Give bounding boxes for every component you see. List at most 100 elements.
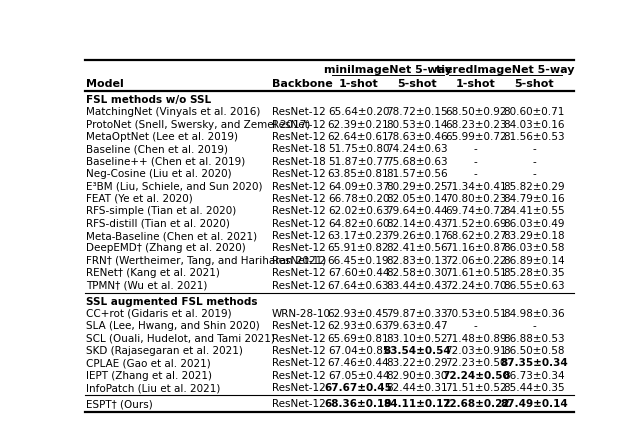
Text: 87.49±0.14: 87.49±0.14 <box>500 399 568 409</box>
Text: 72.23±0.50: 72.23±0.50 <box>445 358 506 368</box>
Text: 82.58±0.30: 82.58±0.30 <box>387 268 448 278</box>
Text: 72.24±0.70: 72.24±0.70 <box>445 280 506 290</box>
Text: ResNet-12: ResNet-12 <box>272 256 326 266</box>
Text: 71.61±0.51: 71.61±0.51 <box>445 268 507 278</box>
Text: 82.05±0.14: 82.05±0.14 <box>387 194 448 204</box>
Text: ResNet-12: ResNet-12 <box>272 371 326 381</box>
Text: 85.28±0.35: 85.28±0.35 <box>504 268 565 278</box>
Text: 86.55±0.63: 86.55±0.63 <box>504 280 565 290</box>
Text: 70.80±0.23: 70.80±0.23 <box>445 194 506 204</box>
Text: ResNet-12: ResNet-12 <box>272 120 326 130</box>
Text: ResNet-12: ResNet-12 <box>272 169 326 179</box>
Text: 84.98±0.36: 84.98±0.36 <box>504 309 565 319</box>
Text: 51.75±0.80: 51.75±0.80 <box>328 145 389 155</box>
Text: ResNet-18: ResNet-18 <box>272 157 326 167</box>
Text: IEPT (Zhang et al. 2021): IEPT (Zhang et al. 2021) <box>86 371 212 381</box>
Text: 64.09±0.37: 64.09±0.37 <box>328 181 389 191</box>
Text: -: - <box>474 169 477 179</box>
Text: WRN-28-10: WRN-28-10 <box>272 309 331 319</box>
Text: 84.11±0.12: 84.11±0.12 <box>383 399 451 409</box>
Text: MetaOptNet (Lee et al. 2019): MetaOptNet (Lee et al. 2019) <box>86 132 239 142</box>
Text: 71.16±0.87: 71.16±0.87 <box>445 243 507 253</box>
Text: 79.26±0.17: 79.26±0.17 <box>387 231 448 241</box>
Text: 51.87±0.77: 51.87±0.77 <box>328 157 389 167</box>
Text: -: - <box>474 157 477 167</box>
Text: SKD (Rajasegaran et al. 2021): SKD (Rajasegaran et al. 2021) <box>86 346 243 356</box>
Text: 63.85±0.81: 63.85±0.81 <box>328 169 389 179</box>
Text: 80.53±0.14: 80.53±0.14 <box>387 120 448 130</box>
Text: 70.53±0.51: 70.53±0.51 <box>445 309 506 319</box>
Text: 82.90±0.30: 82.90±0.30 <box>387 371 448 381</box>
Text: RFS-simple (Tian et al. 2020): RFS-simple (Tian et al. 2020) <box>86 206 237 216</box>
Text: -: - <box>532 169 536 179</box>
Text: 68.36±0.19: 68.36±0.19 <box>325 399 392 409</box>
Text: 5-shot: 5-shot <box>397 79 437 89</box>
Text: 81.56±0.53: 81.56±0.53 <box>504 132 565 142</box>
Text: 78.72±0.15: 78.72±0.15 <box>387 107 448 118</box>
Text: miniImageNet 5-way: miniImageNet 5-way <box>324 65 452 75</box>
Text: Neg-Cosine (Liu et al. 2020): Neg-Cosine (Liu et al. 2020) <box>86 169 232 179</box>
Text: 1-shot: 1-shot <box>339 79 378 89</box>
Text: ESPT† (Ours): ESPT† (Ours) <box>86 399 153 409</box>
Text: 79.87±0.33: 79.87±0.33 <box>387 309 448 319</box>
Text: 85.82±0.29: 85.82±0.29 <box>504 181 565 191</box>
Text: 80.60±0.71: 80.60±0.71 <box>504 107 565 118</box>
Text: 62.64±0.61: 62.64±0.61 <box>328 132 389 142</box>
Text: 67.46±0.44: 67.46±0.44 <box>328 358 389 368</box>
Text: 71.48±0.89: 71.48±0.89 <box>445 334 507 344</box>
Text: 72.03±0.91: 72.03±0.91 <box>445 346 506 356</box>
Text: 67.67±0.45: 67.67±0.45 <box>324 383 392 393</box>
Text: 86.03±0.58: 86.03±0.58 <box>504 243 565 253</box>
Text: 84.79±0.16: 84.79±0.16 <box>504 194 565 204</box>
Text: DeepEMD† (Zhang et al. 2020): DeepEMD† (Zhang et al. 2020) <box>86 243 246 253</box>
Text: 86.03±0.49: 86.03±0.49 <box>504 219 565 229</box>
Text: Meta-Baseline (Chen et al. 2021): Meta-Baseline (Chen et al. 2021) <box>86 231 257 241</box>
Text: tieredImageNet 5-way: tieredImageNet 5-way <box>436 65 574 75</box>
Text: 72.24±0.50: 72.24±0.50 <box>442 371 509 381</box>
Text: 65.64±0.20: 65.64±0.20 <box>328 107 389 118</box>
Text: 87.35±0.34: 87.35±0.34 <box>500 358 568 368</box>
Text: FSL methods w/o SSL: FSL methods w/o SSL <box>86 95 212 105</box>
Text: 80.29±0.25: 80.29±0.25 <box>387 181 448 191</box>
Text: 86.73±0.34: 86.73±0.34 <box>504 371 565 381</box>
Text: 5-shot: 5-shot <box>515 79 554 89</box>
Text: 66.78±0.20: 66.78±0.20 <box>328 194 389 204</box>
Text: 81.57±0.56: 81.57±0.56 <box>387 169 448 179</box>
Text: 82.83±0.13: 82.83±0.13 <box>387 256 448 266</box>
Text: ResNet-12: ResNet-12 <box>272 194 326 204</box>
Text: TPMN† (Wu et al. 2021): TPMN† (Wu et al. 2021) <box>86 280 208 290</box>
Text: FEAT (Ye et al. 2020): FEAT (Ye et al. 2020) <box>86 194 193 204</box>
Text: 66.45±0.19: 66.45±0.19 <box>328 256 389 266</box>
Text: CC+rot (Gidaris et al. 2019): CC+rot (Gidaris et al. 2019) <box>86 309 232 319</box>
Text: 83.29±0.18: 83.29±0.18 <box>504 231 565 241</box>
Text: 86.50±0.58: 86.50±0.58 <box>504 346 565 356</box>
Text: 64.82±0.60: 64.82±0.60 <box>328 219 389 229</box>
Text: 82.41±0.56: 82.41±0.56 <box>387 243 448 253</box>
Text: 67.64±0.63: 67.64±0.63 <box>328 280 389 290</box>
Text: 83.10±0.52: 83.10±0.52 <box>387 334 448 344</box>
Text: MatchingNet (Vinyals et al. 2016): MatchingNet (Vinyals et al. 2016) <box>86 107 261 118</box>
Text: 62.93±0.63: 62.93±0.63 <box>328 321 389 331</box>
Text: ResNet-12: ResNet-12 <box>272 399 326 409</box>
Text: 75.68±0.63: 75.68±0.63 <box>387 157 448 167</box>
Text: ResNet-12: ResNet-12 <box>272 383 326 393</box>
Text: 71.34±0.41: 71.34±0.41 <box>445 181 507 191</box>
Text: 68.23±0.23: 68.23±0.23 <box>445 120 507 130</box>
Text: ResNet-12: ResNet-12 <box>272 107 326 118</box>
Text: 71.51±0.52: 71.51±0.52 <box>445 383 507 393</box>
Text: -: - <box>532 145 536 155</box>
Text: Baseline++ (Chen et al. 2019): Baseline++ (Chen et al. 2019) <box>86 157 246 167</box>
Text: ResNet-12: ResNet-12 <box>272 321 326 331</box>
Text: ResNet-12: ResNet-12 <box>272 206 326 216</box>
Text: ResNet-12: ResNet-12 <box>272 181 326 191</box>
Text: Baseline (Chen et al. 2019): Baseline (Chen et al. 2019) <box>86 145 228 155</box>
Text: 78.63±0.46: 78.63±0.46 <box>387 132 448 142</box>
Text: FRN† (Wertheimer, Tang, and Hariharan 2021): FRN† (Wertheimer, Tang, and Hariharan 20… <box>86 256 326 266</box>
Text: SSL augmented FSL methods: SSL augmented FSL methods <box>86 297 258 307</box>
Text: SCL (Ouali, Hudelot, and Tami 2021): SCL (Ouali, Hudelot, and Tami 2021) <box>86 334 275 344</box>
Text: ResNet-12: ResNet-12 <box>272 358 326 368</box>
Text: 65.99±0.72: 65.99±0.72 <box>445 132 507 142</box>
Text: 85.44±0.35: 85.44±0.35 <box>504 383 565 393</box>
Text: RFS-distill (Tian et al. 2020): RFS-distill (Tian et al. 2020) <box>86 219 230 229</box>
Text: Model: Model <box>86 79 124 89</box>
